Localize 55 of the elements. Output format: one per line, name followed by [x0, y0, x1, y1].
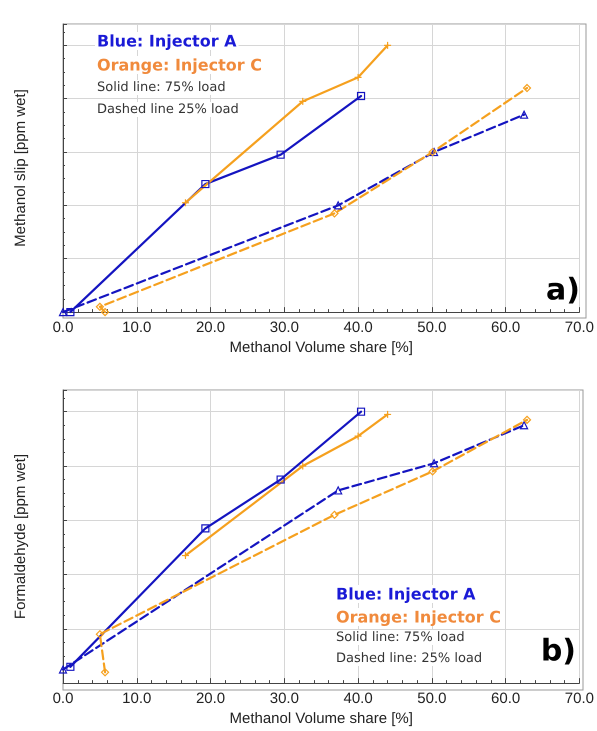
- y-axis-title: Methanol slip [ppm wet]: [12, 89, 29, 247]
- x-tick-label: 20.0: [196, 690, 226, 708]
- x-tick-label: 70.0: [564, 690, 594, 708]
- x-tick-label: 20.0: [196, 319, 226, 336]
- x-tick-label: 40.0: [343, 690, 373, 708]
- point: [96, 630, 104, 638]
- point: [334, 486, 342, 495]
- x-tick-label: 30.0: [270, 319, 299, 336]
- point: [430, 459, 438, 468]
- x-tick-label: 10.0: [122, 690, 152, 708]
- point: [100, 668, 110, 676]
- point: [356, 92, 366, 100]
- point: [276, 475, 285, 484]
- x-tick-label: 10.0: [122, 319, 152, 336]
- x-tick-label: 0.0: [52, 319, 74, 336]
- point: [334, 201, 342, 210]
- point: [522, 84, 532, 92]
- annotation: b): [540, 634, 576, 668]
- point: [276, 150, 285, 159]
- annotation: Solid line: 75% load: [97, 80, 226, 95]
- point: [58, 665, 68, 674]
- annotation: Dashed line: 25% load: [336, 651, 482, 666]
- point: [330, 510, 339, 519]
- point: [66, 308, 74, 316]
- x-tick-label: 60.0: [491, 319, 520, 336]
- point: [66, 662, 74, 671]
- y-axis-title: Formaldehyde [ppm wet]: [12, 454, 29, 620]
- x-tick-label: 40.0: [343, 319, 373, 336]
- x-axis-title: Methanol Volume share [%]: [229, 710, 413, 727]
- point: [520, 110, 528, 119]
- x-tick-label: 60.0: [491, 690, 520, 708]
- annotation: Dashed line 25% load: [97, 102, 239, 117]
- point: [356, 408, 366, 416]
- annotation: Orange: Injector C: [97, 56, 262, 74]
- point: [428, 467, 437, 476]
- x-tick-label: 50.0: [417, 690, 446, 708]
- annotation: Blue: Injector A: [336, 584, 476, 604]
- x-tick-label: 0.0: [52, 690, 74, 708]
- point: [522, 416, 532, 424]
- point: [100, 308, 110, 316]
- point: [96, 302, 104, 311]
- annotation: Solid line: 75% load: [336, 630, 465, 645]
- x-tick-label: 50.0: [417, 319, 446, 336]
- annotation: Orange: Injector C: [336, 608, 501, 626]
- point: [201, 180, 210, 188]
- point: [181, 198, 190, 207]
- x-tick-label: 70.0: [564, 319, 594, 336]
- annotation: Blue: Injector A: [97, 32, 238, 50]
- annotation: a): [546, 272, 580, 308]
- x-axis-title: Methanol Volume share [%]: [229, 339, 413, 356]
- x-tick-label: 30.0: [270, 690, 299, 708]
- point: [58, 308, 68, 316]
- point: [201, 524, 210, 533]
- point: [330, 209, 339, 218]
- point: [520, 421, 528, 430]
